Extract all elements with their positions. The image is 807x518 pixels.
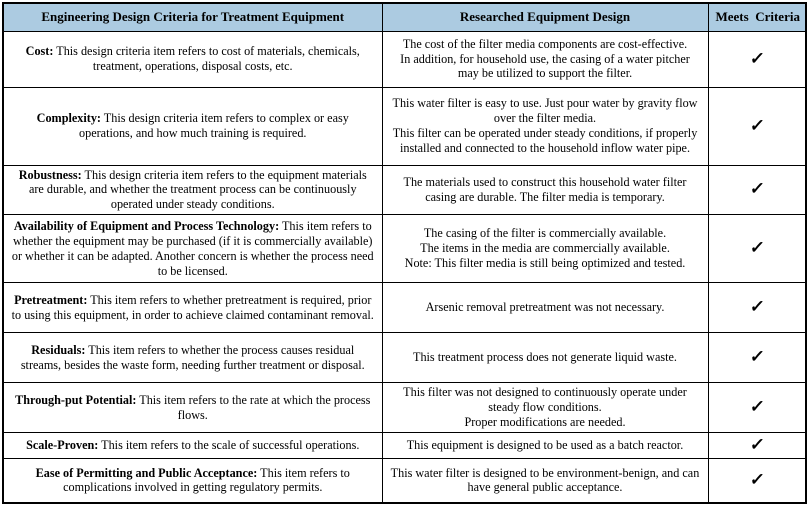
criteria-cell: Residuals: This item refers to whether t… — [2, 332, 383, 384]
criteria-term: Ease of Permitting and Public Acceptance… — [35, 465, 258, 480]
check-icon: ✓ — [748, 435, 766, 455]
meets-cell: ✓ — [707, 214, 807, 284]
check-icon: ✓ — [748, 179, 766, 199]
table-row: Residuals: This item refers to whether t… — [2, 332, 807, 384]
table-row: Availability of Equipment and Process Te… — [2, 214, 807, 284]
criteria-term: Availability of Equipment and Process Te… — [13, 218, 280, 233]
check-icon: ✓ — [748, 48, 766, 68]
criteria-text: This item refers to whether the process … — [20, 342, 365, 372]
table-row: Ease of Permitting and Public Acceptance… — [2, 458, 807, 504]
criteria-cell: Through-put Potential: This item refers … — [2, 382, 383, 434]
table-row: Cost: This design criteria item refers t… — [2, 30, 807, 88]
table-row: Robustness: This design criteria item re… — [2, 164, 807, 216]
design-cell: This water filter is easy to use. Just p… — [381, 86, 709, 166]
design-cell: The cost of the filter media components … — [381, 30, 709, 88]
meets-cell: ✓ — [707, 86, 807, 166]
criteria-cell: Scale-Proven: This item refers to the sc… — [2, 432, 383, 460]
check-icon: ✓ — [748, 297, 766, 317]
header-row: Engineering Design Criteria for Treatmen… — [2, 2, 807, 32]
criteria-cell: Cost: This design criteria item refers t… — [2, 30, 383, 88]
design-cell: This treatment process does not generate… — [381, 332, 709, 384]
column-header-meets: Meets Criteria — [707, 2, 807, 32]
criteria-term: Through-put Potential: — [15, 392, 137, 407]
check-icon: ✓ — [748, 347, 766, 367]
check-icon: ✓ — [748, 115, 766, 135]
meets-cell: ✓ — [707, 458, 807, 504]
criteria-cell: Robustness: This design criteria item re… — [2, 164, 383, 216]
meets-cell: ✓ — [707, 30, 807, 88]
column-header-criteria: Engineering Design Criteria for Treatmen… — [2, 2, 383, 32]
criteria-text: This design criteria item refers to cost… — [56, 44, 360, 73]
criteria-term: Cost: — [25, 44, 54, 59]
table-row: Complexity: This design criteria item re… — [2, 86, 807, 166]
criteria-term: Scale-Proven: — [26, 438, 99, 453]
design-cell: This equipment is designed to be used as… — [381, 432, 709, 460]
design-cell: Arsenic removal pretreatment was not nec… — [381, 282, 709, 334]
criteria-text: This item refers to whether the equipmen… — [11, 218, 374, 278]
design-cell: This water filter is designed to be envi… — [381, 458, 709, 504]
design-cell: The casing of the filter is commercially… — [381, 214, 709, 284]
criteria-cell: Ease of Permitting and Public Acceptance… — [2, 458, 383, 504]
criteria-term: Robustness: — [18, 167, 82, 182]
table-row: Scale-Proven: This item refers to the sc… — [2, 432, 807, 460]
criteria-term: Complexity: — [36, 111, 101, 126]
criteria-term: Residuals: — [31, 342, 86, 357]
criteria-cell: Availability of Equipment and Process Te… — [2, 214, 383, 284]
table-row: Through-put Potential: This item refers … — [2, 382, 807, 434]
table-row: Pretreatment: This item refers to whethe… — [2, 282, 807, 334]
criteria-cell: Complexity: This design criteria item re… — [2, 86, 383, 166]
criteria-table: Engineering Design Criteria for Treatmen… — [2, 2, 807, 504]
criteria-text: This item refers to whether pretreatment… — [11, 292, 374, 322]
page: Engineering Design Criteria for Treatmen… — [2, 2, 807, 504]
meets-cell: ✓ — [707, 382, 807, 434]
column-header-design: Researched Equipment Design — [381, 2, 709, 32]
meets-cell: ✓ — [707, 432, 807, 460]
criteria-cell: Pretreatment: This item refers to whethe… — [2, 282, 383, 334]
check-icon: ✓ — [748, 470, 766, 489]
design-cell: The materials used to construct this hou… — [381, 164, 709, 216]
check-icon: ✓ — [748, 397, 766, 417]
meets-cell: ✓ — [707, 164, 807, 216]
criteria-text: This item refers to complications involv… — [63, 465, 350, 495]
check-icon: ✓ — [748, 238, 766, 258]
meets-cell: ✓ — [707, 282, 807, 334]
meets-cell: ✓ — [707, 332, 807, 384]
criteria-text: This item refers to the rate at which th… — [139, 392, 371, 422]
criteria-text: This item refers to the scale of success… — [101, 438, 360, 453]
criteria-term: Pretreatment: — [14, 292, 88, 307]
criteria-text: This design criteria item refers to the … — [28, 167, 367, 212]
design-cell: This filter was not designed to continuo… — [381, 382, 709, 434]
criteria-text: This design criteria item refers to comp… — [79, 111, 349, 140]
